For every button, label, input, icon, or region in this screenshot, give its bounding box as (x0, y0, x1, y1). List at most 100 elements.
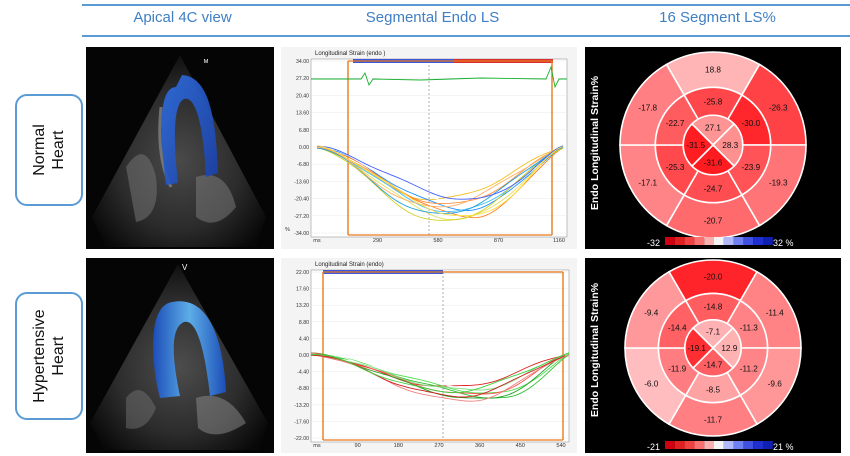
segment-value-label: -9.6 (768, 380, 783, 389)
header-bottom-rule (82, 35, 850, 37)
y-tick-label: -8.80 (297, 386, 309, 392)
x-tick-label: 90 (355, 443, 361, 449)
y-tick-label: -13.20 (294, 403, 309, 409)
colorbar-cell (763, 237, 773, 245)
colorbar (665, 441, 773, 449)
echo-image-hypertensive-graphic: V (90, 263, 268, 450)
row-label-normal-line1: Normal (31, 124, 48, 176)
colorbar-cell (763, 441, 773, 449)
echo-image-normal-graphic: ᴹ (92, 55, 266, 247)
bullseye-plot: 18.8 -26.3 -19.3 -20.7 -17.1 -17.8 -25.8 -30.0 -… (619, 51, 807, 239)
y-tick-label: 17.60 (296, 287, 309, 293)
y-tick-label: -4.40 (297, 370, 309, 376)
segment-value-label: -24.7 (704, 185, 723, 194)
segment-value-label: -20.7 (704, 216, 723, 225)
y-tick-label: -6.80 (297, 162, 309, 168)
bullseye-plot: -20.0 -11.4 -9.6 -11.7 -6.0 -9.4 -14.8 -11.3 -11… (624, 259, 802, 437)
segment-value-label: -11.4 (766, 308, 784, 317)
colorbar-min-label: -21 (647, 442, 661, 452)
segment-value-label: -14.4 (668, 323, 687, 332)
x-tick-label: 870 (494, 238, 503, 244)
segment-value-label: 28.3 (722, 141, 738, 150)
colorbar-cell (753, 237, 763, 245)
x-tick-label: ms (313, 238, 321, 244)
y-tick-label: -22.00 (294, 436, 309, 442)
segment-value-label: -17.8 (638, 103, 657, 112)
segment-strain-curve (310, 352, 570, 394)
segment-strain-curve (316, 145, 564, 217)
segment-value-label: -31.6 (704, 158, 723, 167)
segment-strain-curve (316, 145, 564, 208)
echo-image-hypertensive: V (86, 258, 274, 453)
row-label-normal: Normal Heart (15, 94, 83, 206)
y-tick-label: 13.60 (296, 111, 309, 117)
colorbar-cell (753, 441, 763, 449)
bullseye-panel-normal: Endo Longitudinal Strain% 18.8 -26.3 -19.3… (585, 47, 841, 249)
segment-value-label: -6.0 (644, 380, 659, 389)
y-tick-label: 13.20 (296, 303, 309, 309)
segment-strain-curve (316, 147, 564, 221)
echo-image-normal: ᴹ (86, 47, 274, 249)
segment-strain-curve (310, 352, 570, 389)
colorbar-min-label: -32 (647, 238, 661, 248)
colorbar-cell (723, 237, 734, 245)
ecg-trace (311, 65, 567, 89)
segment-value-label: -30.0 (742, 119, 761, 128)
row-label-hypertensive: Hypertensive Heart (15, 292, 83, 420)
y-tick-label: 20.40 (296, 93, 309, 99)
x-tick-label: 580 (433, 238, 442, 244)
bullseye-normal-graphic: 18.8 -26.3 -19.3 -20.7 -17.1 -17.8 -25.8 -30.0 -… (619, 51, 807, 245)
x-tick-label: 360 (475, 443, 484, 449)
y-tick-label: -13.60 (294, 179, 309, 185)
row-label-hypertensive-line2: Heart (50, 336, 67, 376)
segment-value-label: 18.8 (705, 66, 721, 75)
y-tick-label: 0.00 (299, 353, 309, 359)
strain-chart-hypertensive: Longitudinal Strain (endo) 22.00 17.60 13.… (281, 258, 577, 453)
x-tick-label: 540 (556, 443, 565, 449)
segment-value-label: 27.1 (705, 124, 721, 133)
y-tick-label: 0.00 (299, 145, 309, 151)
colorbar-cell (665, 441, 675, 449)
colorbar-cell (743, 441, 754, 449)
colorbar-cell (704, 441, 714, 449)
segment-strain-curve (316, 145, 564, 200)
colorbar-cell (674, 441, 685, 449)
y-tick-label: -34.00 (294, 231, 309, 237)
y-unit-label: % (285, 227, 290, 233)
bullseye-segment (682, 122, 715, 168)
y-tick-label: -27.20 (294, 214, 309, 220)
segment-value-label: -22.7 (666, 119, 685, 128)
colorbar-cell (684, 441, 695, 449)
chart-title: Longitudinal Strain (endo ) (315, 51, 385, 57)
chart-plot-area (310, 269, 570, 443)
row-label-normal-line2: Heart (50, 130, 67, 170)
segment-value-label: -26.3 (769, 103, 788, 112)
segment-strain-curve (311, 353, 570, 394)
segment-value-label: -19.3 (769, 179, 788, 188)
colorbar-cell (704, 237, 714, 245)
row-label-hypertensive-line1: Hypertensive (31, 309, 48, 403)
segment-strain-curve (316, 145, 564, 221)
y-tick-label: -17.60 (294, 419, 309, 425)
colorbar-cell (684, 237, 695, 245)
colorbar-cell (665, 237, 675, 245)
strain-chart-normal-graphic: Longitudinal Strain (endo ) 34.00 27.20 20… (285, 51, 568, 244)
header-top-rule (82, 4, 850, 6)
segment-value-label: -7.1 (706, 328, 721, 337)
y-tick-label: 4.40 (299, 336, 309, 342)
x-tick-label: 450 (516, 443, 525, 449)
segment-value-label: 12.9 (721, 344, 737, 353)
colorbar-cell (733, 237, 744, 245)
segment-strain-curve (316, 145, 564, 204)
segment-value-label: -25.3 (666, 163, 685, 172)
colorbar-cell (733, 441, 744, 449)
segment-value-label: -25.8 (704, 97, 723, 106)
colorbar-cell (743, 237, 754, 245)
bullseye-segment (684, 326, 715, 370)
echo-marker-normal: ᴹ (204, 58, 208, 67)
y-tick-label: 6.80 (299, 128, 309, 134)
colorbar-cell (714, 441, 724, 449)
segment-value-label: -17.1 (638, 179, 657, 188)
colorbar-cell (714, 237, 724, 245)
y-tick-label: -20.40 (294, 197, 309, 203)
